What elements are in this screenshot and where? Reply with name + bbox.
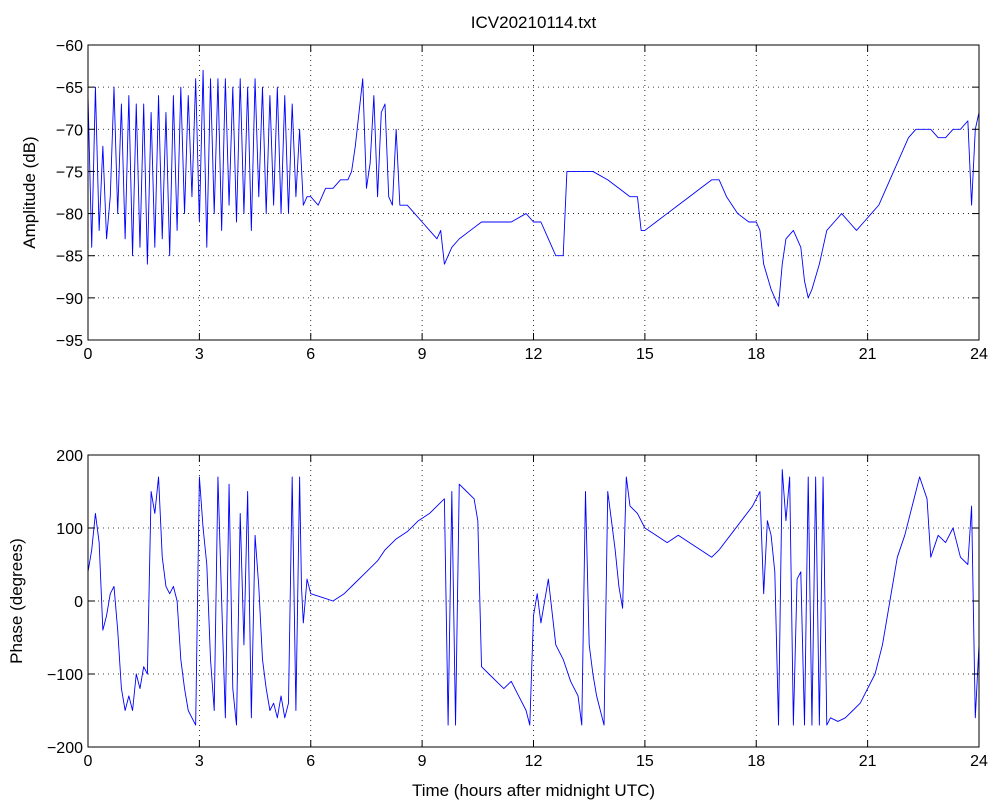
x-tick-label: 6 — [306, 753, 315, 770]
x-tick-label: 3 — [195, 753, 204, 770]
y-tick-label: −70 — [56, 122, 83, 139]
y-tick-label: −85 — [56, 249, 83, 266]
amplitude-chart: 0 3 6 9 12 15 18 21 24 −95 −90 −85 −80 −75 −70 −65 −60 IC… — [20, 13, 988, 363]
x-tick-label: 21 — [859, 753, 877, 770]
x-tick-label: 0 — [84, 346, 93, 363]
phase-chart: 0 3 6 9 12 15 18 21 24 −200 −100 0 100 200 Time (hours… — [7, 448, 988, 800]
y-axis-label: Phase (degrees) — [7, 538, 26, 664]
x-tick-label: 9 — [418, 346, 427, 363]
y-tick-label: 200 — [56, 448, 83, 465]
y-tick-label: 0 — [74, 594, 83, 611]
x-tick-label: 24 — [970, 753, 988, 770]
x-tick-label: 21 — [859, 346, 877, 363]
x-tick-label: 24 — [970, 346, 988, 363]
series-line — [87, 69, 980, 307]
y-tick-label: −65 — [56, 80, 83, 97]
series-line — [87, 469, 980, 726]
x-tick-label: 3 — [195, 346, 204, 363]
x-axis-label: Time (hours after midnight UTC) — [412, 781, 655, 800]
y-tick-label: −80 — [56, 207, 83, 224]
y-tick-label: −200 — [47, 740, 83, 757]
x-tick-label: 12 — [525, 346, 543, 363]
y-tick-label: −100 — [47, 667, 83, 684]
x-tick-label: 9 — [418, 753, 427, 770]
x-tick-label: 12 — [525, 753, 543, 770]
x-tick-label: 18 — [747, 346, 765, 363]
y-tick-label: −75 — [56, 164, 83, 181]
x-tick-label: 18 — [747, 753, 765, 770]
y-tick-label: −90 — [56, 291, 83, 308]
x-tick-label: 6 — [306, 346, 315, 363]
y-axis-label: Amplitude (dB) — [20, 136, 39, 248]
chart-title: ICV20210114.txt — [471, 13, 597, 32]
x-tick-label: 15 — [636, 753, 654, 770]
y-tick-label: 100 — [56, 521, 83, 538]
x-tick-label: 0 — [84, 753, 93, 770]
x-tick-label: 15 — [636, 346, 654, 363]
y-tick-label: −60 — [56, 38, 83, 55]
y-tick-label: −95 — [56, 333, 83, 350]
